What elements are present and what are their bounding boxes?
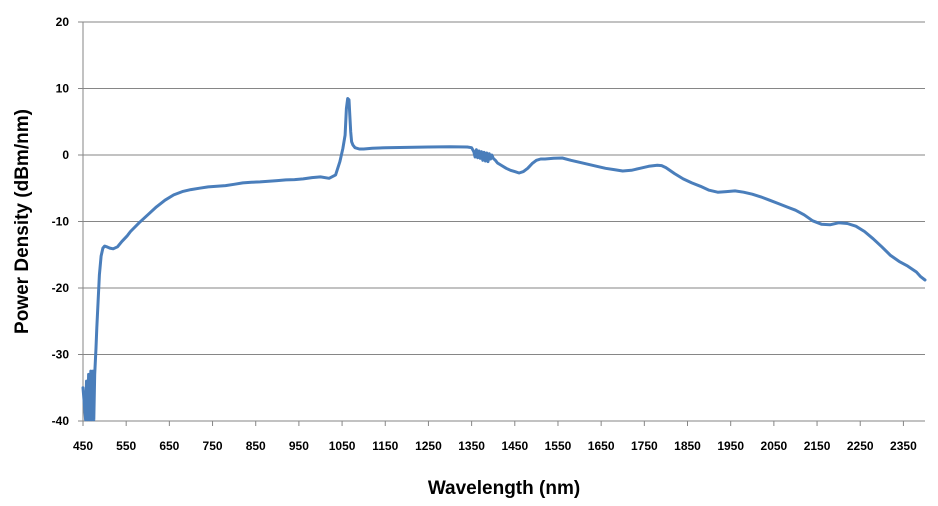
y-tick-label: 0 bbox=[62, 148, 69, 162]
x-tick-label: 1750 bbox=[631, 439, 658, 453]
x-tick-label: 2150 bbox=[804, 439, 831, 453]
x-tick-label: 2250 bbox=[847, 439, 874, 453]
x-tick-label: 750 bbox=[203, 439, 223, 453]
x-tick-label: 1350 bbox=[458, 439, 485, 453]
y-tick-label: -20 bbox=[52, 281, 70, 295]
y-tick-label: 20 bbox=[56, 15, 70, 29]
y-tick-label: 10 bbox=[56, 82, 70, 96]
x-tick-label: 1150 bbox=[372, 439, 398, 453]
x-tick-label: 1550 bbox=[545, 439, 572, 453]
x-tick-label: 1450 bbox=[501, 439, 528, 453]
x-tick-label: 2050 bbox=[761, 439, 788, 453]
x-axis-title: Wavelength (nm) bbox=[428, 478, 580, 499]
x-tick-label: 1650 bbox=[588, 439, 615, 453]
x-tick-label: 450 bbox=[73, 439, 93, 453]
y-tick-label: -30 bbox=[52, 348, 70, 362]
axes bbox=[78, 21, 925, 426]
series-line bbox=[81, 97, 927, 422]
x-tick-label: 1950 bbox=[717, 439, 744, 453]
x-tick-label: 550 bbox=[116, 439, 136, 453]
y-tick-label: -10 bbox=[52, 215, 70, 229]
gridlines bbox=[83, 21, 925, 355]
y-axis-title: Power Density (dBm/nm) bbox=[12, 109, 33, 334]
y-tick-label: -40 bbox=[52, 414, 70, 428]
series-group bbox=[81, 97, 927, 422]
x-tick-label: 950 bbox=[289, 439, 309, 453]
x-tick-label: 1850 bbox=[674, 439, 701, 453]
x-tick-label: 650 bbox=[159, 439, 179, 453]
x-tick-label: 2350 bbox=[890, 439, 917, 453]
x-tick-label: 1050 bbox=[329, 439, 356, 453]
x-tick-label: 850 bbox=[246, 439, 266, 453]
tick-labels: -40 -30 -20 -10 0 10 20 450 550 650 750 850 950 1050 1… bbox=[52, 15, 917, 453]
x-tick-label: 1250 bbox=[415, 439, 442, 453]
